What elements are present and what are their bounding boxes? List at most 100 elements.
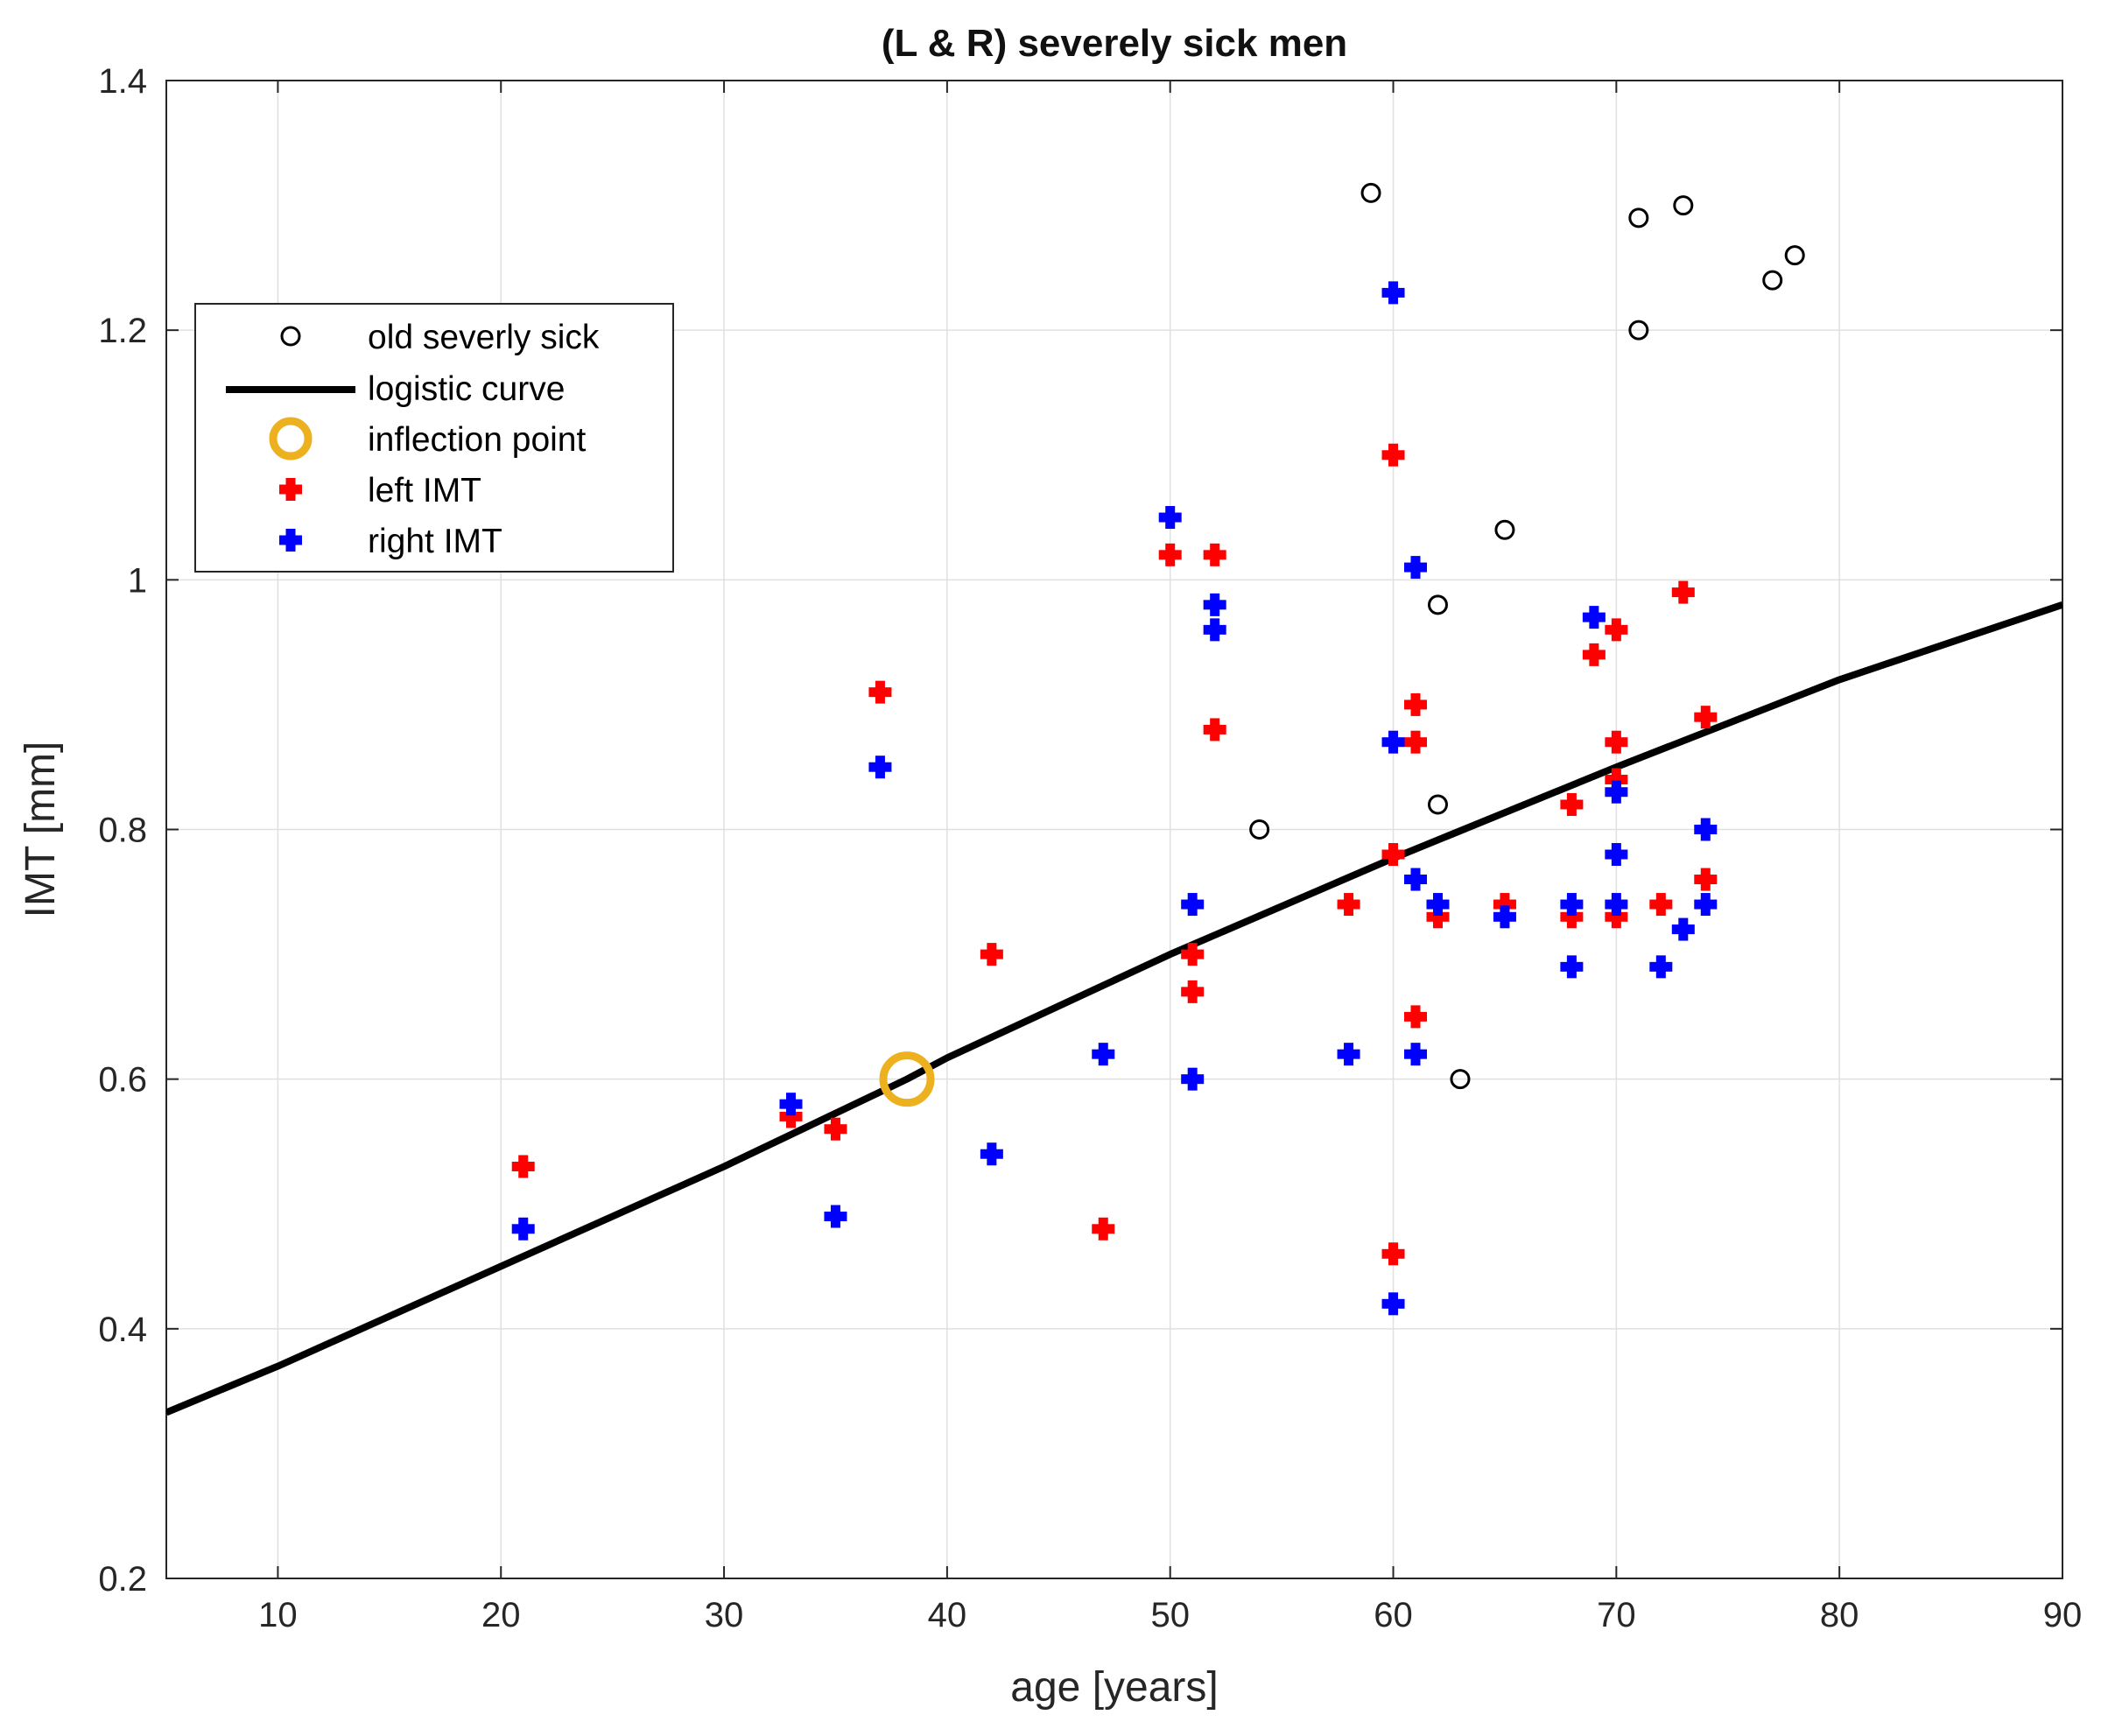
legend-label: left IMT [368,472,481,510]
left-imt-point [1092,1217,1115,1241]
right-imt-point [1381,281,1405,305]
right-imt-point [824,1205,847,1228]
legend-symbol-plus [279,529,302,552]
left-imt-point [980,943,1003,966]
x-tick-label: 60 [1374,1596,1413,1634]
left-imt-point [1203,718,1226,741]
right-imt-point [1671,917,1695,941]
left-imt-point [1381,1242,1405,1266]
left-imt-point [511,1155,535,1178]
right-imt-point [1381,1292,1405,1316]
old-severely-sick-point [1427,794,1448,815]
right-imt-point [1694,893,1718,917]
left-imt-point [868,680,892,704]
left-imt-point [1649,893,1673,917]
old-severely-sick-point [1494,519,1515,540]
left-imt-point [1181,980,1205,1003]
left-imt-point [1493,893,1516,917]
left-imt-point [1337,893,1360,917]
left-imt-point [779,1105,803,1128]
y-tick-label: 0.2 [98,1560,147,1599]
left-imt-point [1605,768,1628,791]
right-imt-point [1605,893,1628,917]
right-imt-point [1404,556,1428,580]
right-imt-point [1605,843,1628,867]
right-imt-point [1381,730,1405,754]
old-severely-sick-point [1450,1069,1471,1090]
old-severely-sick-point [1628,207,1649,228]
series-right-imt [511,281,1718,1316]
y-axis-ticks: 0.2 0.4 0.6 0.8 1 1.2 1.4 [98,62,2062,1599]
old-severely-sick-point [1784,245,1805,266]
left-imt-point [1694,868,1718,891]
left-imt-point [1671,580,1695,604]
right-imt-point [1493,905,1516,929]
inflection-point-marker [879,1051,935,1107]
x-tick-label: 70 [1597,1596,1636,1634]
series-old-severly-sick [1249,182,1805,1090]
left-imt-point [1158,543,1182,566]
left-imt-point [1605,730,1628,754]
right-imt-point [1605,780,1628,804]
right-imt-point [1181,893,1205,917]
right-imt-point [511,1217,535,1241]
old-severely-sick-point [1249,819,1270,840]
right-imt-point [1337,1043,1360,1066]
y-axis-label: IMT [mm] [18,741,64,918]
left-imt-point [1203,543,1226,566]
right-imt-point [1092,1043,1115,1066]
left-imt-point [1426,905,1450,929]
right-imt-point [1181,1067,1205,1091]
old-severely-sick-point [1360,182,1381,203]
x-tick-label: 50 [1150,1596,1190,1634]
left-imt-point [1381,443,1405,467]
right-imt-point [1158,506,1182,530]
logistic-curve-line [166,601,2062,1416]
left-imt-point [824,1117,847,1141]
left-imt-point [1404,730,1428,754]
left-imt-point [1694,706,1718,729]
y-tick-label: 0.8 [98,812,147,850]
old-severely-sick-point [1762,270,1783,291]
left-imt-point [1404,1005,1428,1029]
left-imt-point [1560,792,1584,816]
data-layer [166,182,2062,1416]
y-tick-label: 1.2 [98,312,147,350]
x-tick-label: 10 [258,1596,298,1634]
x-tick-label: 90 [2043,1596,2083,1634]
legend: old severly sick logistic curve inflection… [194,303,674,573]
legend-symbol-inflection [269,417,313,460]
left-imt-point [1605,905,1628,929]
right-imt-point [1649,955,1673,979]
left-imt-point [1181,943,1205,966]
right-imt-point [1560,893,1584,917]
y-tick-label: 1 [128,561,147,600]
x-tick-label: 30 [705,1596,744,1634]
y-tick-label: 0.4 [98,1311,147,1349]
right-imt-point [1694,818,1718,841]
left-imt-point [1381,843,1405,867]
right-imt-point [868,756,892,779]
grid [166,80,2063,1579]
legend-symbol-plus [279,478,302,501]
series-left-imt [511,443,1718,1266]
chart-title: (L & R) severely sick men [882,22,1347,65]
x-tick-label: 20 [481,1596,521,1634]
series-inflection-point [879,1051,935,1107]
left-imt-point [1582,643,1606,666]
right-imt-point [1426,893,1450,917]
right-imt-point [1203,593,1226,616]
right-imt-point [779,1093,803,1116]
y-tick-label: 0.6 [98,1061,147,1100]
right-imt-point [980,1142,1003,1166]
legend-label: right IMT [368,523,502,560]
old-severely-sick-point [1673,195,1694,216]
left-imt-point [1404,692,1428,716]
old-severely-sick-point [1427,594,1448,615]
right-imt-point [1582,606,1606,629]
left-imt-point [1605,618,1628,642]
legend-label: old severly sick [368,319,600,356]
y-tick-label: 1.4 [98,62,147,101]
